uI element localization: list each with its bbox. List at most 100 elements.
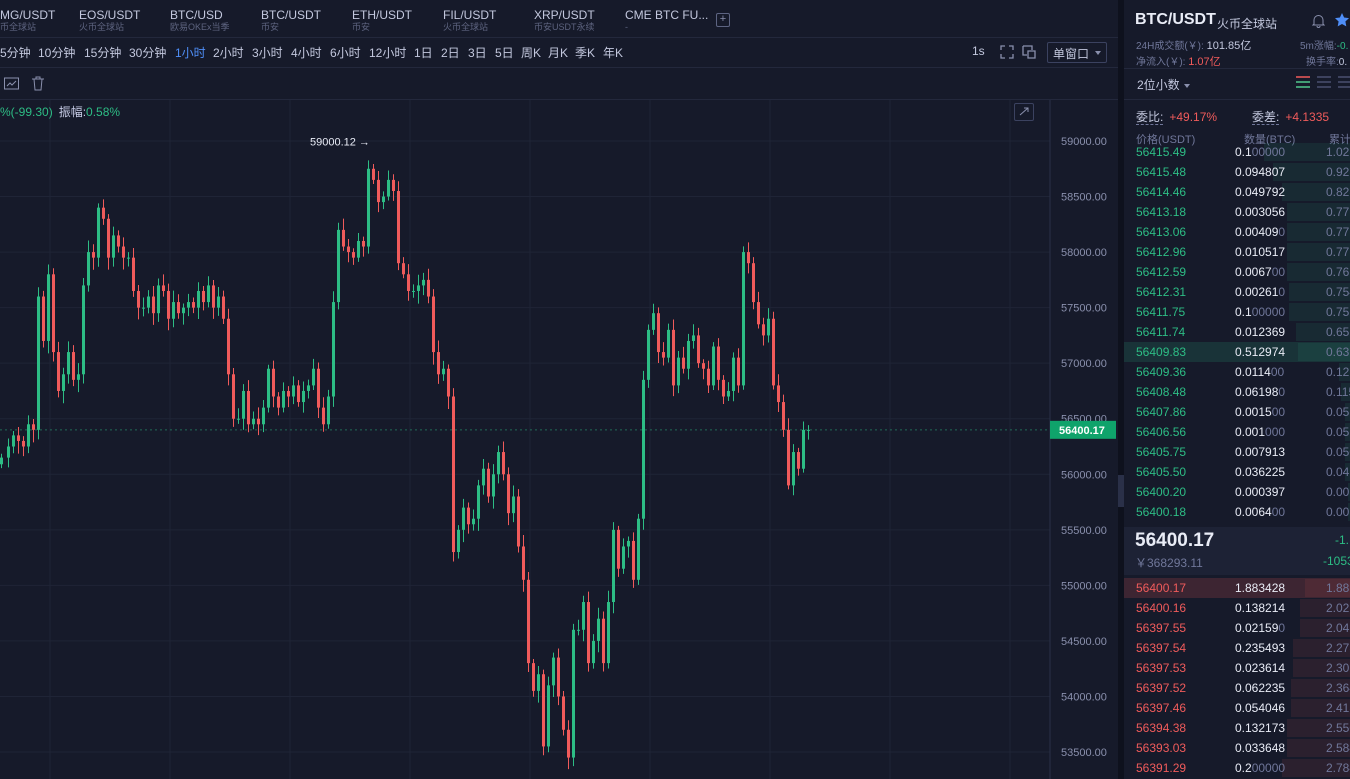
- maximize-button[interactable]: [1014, 103, 1034, 121]
- period-2[interactable]: 15分钟: [84, 46, 122, 60]
- ask-row[interactable]: 56400.20 0.000397 0.006: [1124, 482, 1350, 502]
- candle: [702, 359, 705, 380]
- candle-body: [472, 518, 475, 525]
- bid-price: 56397.46: [1136, 701, 1187, 715]
- window-mode-select[interactable]: 单窗口: [1047, 42, 1107, 63]
- candle: [102, 199, 105, 225]
- bid-row[interactable]: 56397.53 0.023614 2.302: [1124, 658, 1350, 678]
- ask-row[interactable]: 56411.75 0.100000 0.752: [1124, 302, 1350, 322]
- qty-main: 0.0114: [1235, 365, 1271, 379]
- period-15[interactable]: 月K: [548, 46, 569, 60]
- ask-row[interactable]: 56412.59 0.006700 0.761: [1124, 262, 1350, 282]
- symbol-tab[interactable]: MG/USDT 币全球站: [0, 8, 55, 36]
- settings-icon[interactable]: [4, 76, 20, 91]
- layout-asks-icon[interactable]: [1338, 76, 1350, 88]
- symbol-tab-exchange: 币安: [352, 22, 371, 32]
- ask-row[interactable]: 56412.31 0.002610 0.754: [1124, 282, 1350, 302]
- candle-body: [52, 274, 55, 353]
- ask-total: 0.771: [1326, 245, 1350, 259]
- chevron-down-icon: [1095, 51, 1101, 55]
- candle-body: [332, 302, 335, 397]
- ask-row[interactable]: 56413.18 0.003056 0.779: [1124, 202, 1350, 222]
- symbol-tab[interactable]: CME BTC FU... -: [625, 8, 708, 36]
- period-5[interactable]: 2小时: [213, 46, 244, 60]
- ask-total: 0.779: [1326, 205, 1350, 219]
- period-16[interactable]: 季K: [575, 46, 596, 60]
- bid-qty: 0.023614: [1235, 661, 1285, 675]
- layout-bids-icon[interactable]: [1317, 76, 1331, 88]
- bid-row[interactable]: 56391.29 0.200000 2.784: [1124, 758, 1350, 778]
- ask-row[interactable]: 56406.56 0.001000 0.051: [1124, 422, 1350, 442]
- period-14[interactable]: 周K: [521, 46, 542, 60]
- symbol-tab[interactable]: ETH/USDT 币安: [352, 8, 412, 36]
- layout-both-icon[interactable]: [1296, 76, 1310, 88]
- period-3[interactable]: 30分钟: [129, 46, 167, 60]
- ask-row[interactable]: 56415.48 0.094807 0.923: [1124, 162, 1350, 182]
- candlestick-chart-svg[interactable]: 59000.00 58500.00 58000.00 57500.00 57000.00…: [0, 100, 1118, 779]
- period-0[interactable]: 5分钟: [0, 46, 31, 60]
- symbol-tab[interactable]: BTC/USDT 币安: [261, 8, 321, 36]
- period-1[interactable]: 10分钟: [38, 46, 76, 60]
- candle: [262, 399, 265, 433]
- ask-row[interactable]: 56412.96 0.010517 0.771: [1124, 242, 1350, 262]
- candle-body: [527, 579, 530, 664]
- splitter-grip[interactable]: [1118, 475, 1124, 507]
- ask-row[interactable]: 56400.18 0.006400 0.006: [1124, 502, 1350, 522]
- bid-qty: 0.062235: [1235, 681, 1285, 695]
- period-13[interactable]: 5日: [495, 46, 514, 60]
- bell-icon[interactable]: [1312, 14, 1325, 28]
- bid-row[interactable]: 56397.54 0.235493 2.278: [1124, 638, 1350, 658]
- symbol-tab[interactable]: FIL/USDT 火币全球站: [443, 8, 496, 36]
- candle-body: [482, 468, 485, 486]
- ask-total: 0.043: [1326, 465, 1350, 479]
- period-8[interactable]: 6小时: [330, 46, 361, 60]
- ask-row[interactable]: 56413.06 0.004090 0.776: [1124, 222, 1350, 242]
- decimals-select[interactable]: 2位小数: [1137, 76, 1190, 93]
- ask-row[interactable]: 56409.36 0.011400 0.126: [1124, 362, 1350, 382]
- period-6[interactable]: 3小时: [252, 46, 283, 60]
- fullscreen-icon[interactable]: [1000, 45, 1014, 59]
- period-9[interactable]: 12小时: [369, 46, 407, 60]
- bid-row[interactable]: 56397.46 0.054046 2.418: [1124, 698, 1350, 718]
- ask-row[interactable]: 56405.75 0.007913 0.050: [1124, 442, 1350, 462]
- candle: [467, 502, 470, 534]
- candle: [632, 532, 635, 588]
- ask-row[interactable]: 56405.50 0.036225 0.043: [1124, 462, 1350, 482]
- ask-row[interactable]: 56408.48 0.061980 0.115: [1124, 382, 1350, 402]
- bid-price: 56394.38: [1136, 721, 1187, 735]
- period-10[interactable]: 1日: [414, 46, 433, 60]
- kline-chart[interactable]: 59000.00 58500.00 58000.00 57500.00 57000.00…: [0, 100, 1118, 779]
- period-11[interactable]: 2日: [441, 46, 460, 60]
- bid-row[interactable]: 56394.38 0.132173 2.550: [1124, 718, 1350, 738]
- candle: [802, 421, 805, 473]
- candle-body: [392, 179, 395, 191]
- delete-icon[interactable]: [31, 76, 45, 91]
- volume-24h: 24H成交额(￥): 101.85亿: [1136, 37, 1251, 53]
- bid-row[interactable]: 56400.17 1.883428 1.883: [1124, 578, 1350, 598]
- period-12[interactable]: 3日: [468, 46, 487, 60]
- symbol-tab[interactable]: XRP/USDT 币安USDT永续: [534, 8, 595, 36]
- candle-body: [502, 452, 505, 475]
- period-4[interactable]: 1小时: [175, 46, 206, 60]
- ask-row[interactable]: 56415.49 0.100000 1.023: [1124, 142, 1350, 162]
- bid-row[interactable]: 56397.52 0.062235 2.364: [1124, 678, 1350, 698]
- candle-body: [12, 435, 15, 447]
- panel-splitter[interactable]: [1118, 0, 1124, 779]
- ask-row[interactable]: 56409.83 0.512974 0.639: [1124, 342, 1350, 362]
- screenshot-icon[interactable]: [1022, 45, 1036, 59]
- bid-row[interactable]: 56397.55 0.021590 2.043: [1124, 618, 1350, 638]
- ask-total: 0.006: [1326, 505, 1350, 519]
- add-tab-button[interactable]: +: [716, 13, 730, 27]
- period-17[interactable]: 年K: [603, 46, 624, 60]
- ask-row[interactable]: 56414.46 0.049792 0.828: [1124, 182, 1350, 202]
- bid-row[interactable]: 56400.16 0.138214 2.021: [1124, 598, 1350, 618]
- symbol-tab[interactable]: EOS/USDT 火币全球站: [79, 8, 140, 36]
- symbol-tab[interactable]: BTC/USD 欧易OKEx当季: [170, 8, 230, 36]
- bid-row[interactable]: 56393.03 0.033648 2.584: [1124, 738, 1350, 758]
- candle: [62, 367, 65, 404]
- ask-row[interactable]: 56411.74 0.012369 0.652: [1124, 322, 1350, 342]
- interval-label[interactable]: 1s: [972, 44, 985, 58]
- period-7[interactable]: 4小时: [291, 46, 322, 60]
- ask-row[interactable]: 56407.86 0.001500 0.053: [1124, 402, 1350, 422]
- star-icon[interactable]: [1334, 12, 1350, 28]
